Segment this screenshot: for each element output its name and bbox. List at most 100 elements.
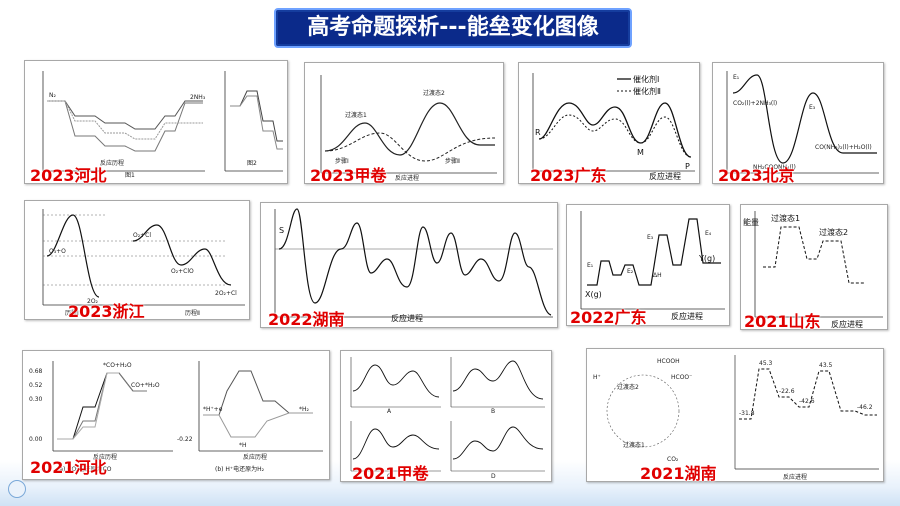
energy-diagram-hebei-2023: 2NH₃ N₂ 反应历程 图2 图1 (42, 71, 283, 179)
label-hunan-2022: 2022湖南 (268, 310, 345, 329)
r-label: R (535, 128, 541, 137)
label-jia-2023: 2023甲卷 (310, 166, 387, 185)
label-hunan-2021: 2021湖南 (640, 464, 717, 483)
thumb-beijing-2023: CO₂(l)+2NH₃(l) CO(NH₂)₂(l)+H₂O(l) NH₂COO… (712, 62, 884, 184)
panel-d: D (450, 421, 545, 480)
val-435: 43.5 (819, 362, 833, 369)
co-h2o2-label: CO+*H₂O (131, 382, 160, 389)
caption-a: (a) CO₂电还原为CO (57, 465, 112, 473)
panel-a: A (350, 357, 441, 415)
val-030: 0.30 (29, 396, 43, 403)
thumb-guangdong-2022: X(g) Y(g) E₁ E₂ E₃ E₄ ΔH 反应进程 (566, 204, 730, 326)
x-axis-label: 反应进程 (783, 473, 807, 481)
ts2-label: 过渡态2 (423, 89, 445, 97)
hcooh-label: HCOOH (657, 358, 680, 365)
co2-label: CO₂ (667, 456, 679, 463)
ts2-label: 过渡态2 (819, 227, 848, 237)
val-000: 0.00 (29, 436, 43, 443)
product-label: 2NH₃ (190, 94, 206, 101)
reactant-label: N₂ (49, 92, 56, 99)
energy-diagram-guangdong-2023: 催化剂Ⅰ 催化剂Ⅱ R M P 反应进程 (532, 73, 695, 181)
thumb-zhejiang-2023: O₃+O O₂+Cl O₂+ClO 2O₂ 2O₂+Cl 历程Ⅰ 历程Ⅱ (24, 200, 250, 320)
energy-diagram-hebei-2021: 0.68 0.52 0.30 0.00 *CO+H₂O CO+*H₂O 反应历程… (29, 361, 323, 473)
x-axis-label-a: 反应历程 (93, 453, 117, 461)
h-e-label: *H⁺+e (203, 406, 223, 413)
history2-label: 历程Ⅱ (185, 309, 200, 317)
e3-label: E₃ (647, 234, 654, 241)
x-axis-label: 反应进程 (831, 319, 863, 329)
product-label: CO(NH₂)₂(l)+H₂O(l) (815, 144, 872, 151)
h-star-label: *H (239, 442, 247, 449)
page-title: 高考命题探析---能垒变化图像 (274, 8, 632, 48)
fig2-label: 图2 (247, 160, 257, 167)
y-axis-label: 能量 (743, 217, 759, 227)
label-hebei-2023: 2023河北 (30, 166, 107, 185)
e3-label: E₃ (809, 104, 816, 111)
energy-diagram-hunan-2021: HCOOH HCOO⁻ CO₂ H⁺ 过渡态1 过渡态2 45.3 43.5 -… (593, 355, 879, 481)
panel-d-label: D (491, 473, 496, 480)
thumb-jia-2023: 过渡态1 过渡态2 步骤Ⅰ 步骤Ⅱ 反应进程 (304, 62, 504, 184)
step2-label: 步骤Ⅱ (445, 157, 460, 165)
x-axis-label: 反应历程 (100, 159, 124, 167)
label-guangdong-2022: 2022广东 (570, 308, 647, 327)
val-052: 0.52 (29, 382, 43, 389)
ts1-label: 过渡态1 (623, 441, 645, 449)
co-h2o-label: *CO+H₂O (103, 362, 132, 369)
ts1-label: 过渡态1 (771, 213, 800, 223)
thumb-hebei-2023: 2NH₃ N₂ 反应历程 图2 图1 (24, 60, 288, 184)
o3o-label: O₃+O (49, 248, 66, 255)
energy-diagram-zhejiang-2023: O₃+O O₂+Cl O₂+ClO 2O₂ 2O₂+Cl 历程Ⅰ 历程Ⅱ (42, 209, 245, 317)
h-plus-label: H⁺ (593, 374, 601, 381)
o2clo-label: O₂+ClO (171, 268, 194, 275)
thumb-hunan-2021: HCOOH HCOO⁻ CO₂ H⁺ 过渡态1 过渡态2 45.3 43.5 -… (586, 348, 884, 482)
two-o2-label: 2O₂ (87, 298, 99, 305)
delta-h-label: ΔH (653, 272, 662, 279)
x-axis-label: 反应进程 (649, 171, 681, 181)
energy-profile: 45.3 43.5 -31.8 -22.6 -42.6 -46.2 反应进程 (734, 355, 879, 481)
m-label: M (637, 148, 644, 157)
panel-b: B (450, 357, 545, 415)
panel-b-label: B (491, 408, 495, 415)
x-axis-label-b: 反应历程 (243, 453, 267, 461)
ts1-label: 过渡态1 (345, 111, 367, 119)
reactant-label: CO₂(l)+2NH₃(l) (733, 100, 777, 107)
e2-label: E₂ (627, 268, 634, 275)
legend-catalyst1: 催化剂Ⅰ (633, 74, 659, 84)
page-indicator-icon (8, 480, 26, 498)
h2-label: *H₂ (299, 406, 310, 413)
val-m462: -46.2 (857, 404, 873, 411)
label-hebei-2021: 2021河北 (30, 458, 107, 477)
y-state-label: Y(g) (698, 254, 715, 263)
mechanism-cycle: HCOOH HCOO⁻ CO₂ H⁺ 过渡态1 过渡态2 (593, 358, 692, 463)
val-453: 45.3 (759, 360, 773, 367)
panel-a-label: A (387, 408, 392, 415)
energy-diagram-jia-2023: 过渡态1 过渡态2 步骤Ⅰ 步骤Ⅱ 反应进程 (320, 75, 497, 182)
energy-diagram-hunan-2022: S 反应进程 (274, 208, 553, 323)
step1-label: 步骤Ⅰ (335, 157, 349, 165)
panel-c: C (350, 421, 441, 480)
val-068: 0.68 (29, 368, 43, 375)
two-o2cl-label: 2O₂+Cl (215, 290, 237, 297)
o2cl-label: O₂+Cl (133, 232, 151, 239)
e1-label: E₁ (733, 74, 740, 81)
thumb-guangdong-2023: 催化剂Ⅰ 催化剂Ⅱ R M P 反应进程 (518, 62, 700, 184)
val-m226: -22.6 (779, 388, 795, 395)
val-m426: -42.6 (799, 398, 815, 405)
energy-diagram-guangdong-2022: X(g) Y(g) E₁ E₂ E₃ E₄ ΔH 反应进程 (580, 211, 725, 321)
thumb-hunan-2022: S 反应进程 (260, 202, 558, 328)
val-m318: -31.8 (739, 410, 755, 417)
label-shandong-2021: 2021山东 (744, 312, 821, 331)
label-beijing-2023: 2023北京 (718, 166, 795, 185)
legend-catalyst2: 催化剂Ⅱ (633, 86, 661, 96)
s-label: S (279, 226, 284, 235)
e4-label: E₄ (705, 230, 712, 237)
x-state-label: X(g) (585, 290, 602, 299)
intermediate-label: NH₂COONH₄(l) (753, 164, 796, 171)
x-axis-label: 反应进程 (391, 313, 423, 323)
energy-diagram-shandong-2021: 过渡态1 过渡态2 能量 反应进程 (743, 211, 883, 329)
x-axis-label: 反应进程 (395, 174, 419, 182)
p-label: P (685, 162, 690, 171)
energy-diagram-jia-2021: A B C D (350, 357, 545, 480)
history1-label: 历程Ⅰ (65, 309, 79, 317)
thumb-hebei-2021: 0.68 0.52 0.30 0.00 *CO+H₂O CO+*H₂O 反应历程… (22, 350, 330, 480)
